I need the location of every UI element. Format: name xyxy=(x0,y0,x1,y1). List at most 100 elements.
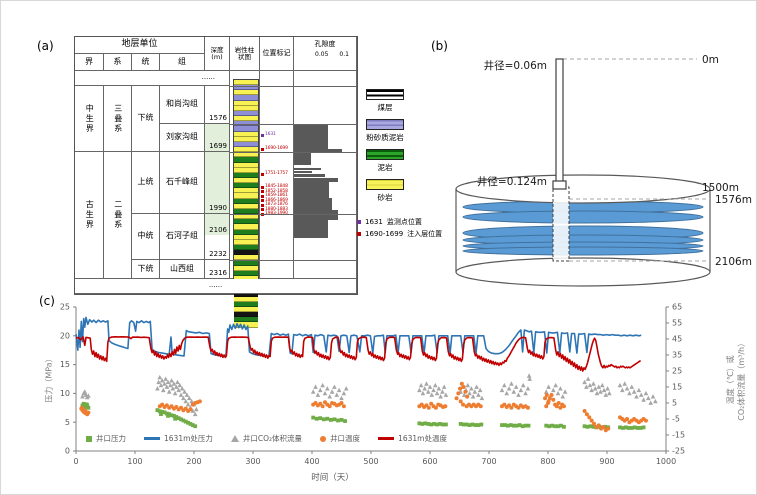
lithology-legend-item: 砂岩 xyxy=(353,179,417,203)
scatter-point xyxy=(422,386,427,391)
table-header-porosity: 孔隙度 0.05 0.1 xyxy=(294,37,357,71)
marker-depth-label: 1845-1848 xyxy=(265,184,288,189)
scatter-point xyxy=(518,387,524,393)
right-axis-title-line2: CO₂体积流量（m³/h） xyxy=(737,338,746,421)
lithology-band xyxy=(234,312,258,318)
cell-depth-1699: 1699 xyxy=(205,124,230,152)
porosity-bar xyxy=(294,220,328,238)
scatter-point xyxy=(336,418,340,423)
lithology-band xyxy=(234,296,258,302)
scatter-point xyxy=(555,390,561,396)
scatter-point xyxy=(197,399,202,404)
cell-erathem-mesozoic: 中生界 xyxy=(75,86,104,152)
scatter-point xyxy=(588,424,593,429)
scatter-point xyxy=(505,423,510,428)
scatter-point xyxy=(179,417,183,422)
scatter-point xyxy=(332,417,337,422)
boundary-line xyxy=(230,152,357,153)
scatter-point xyxy=(86,393,91,398)
scatter-point xyxy=(157,374,163,380)
cell-erathem-paleozoic: 古生界 xyxy=(75,152,104,279)
scatter-point xyxy=(192,411,198,417)
scatter-point xyxy=(417,421,422,426)
chart-legend-label: 1631m处温度 xyxy=(398,434,447,443)
silty-mudstone-swatch xyxy=(366,119,404,130)
scatter-point xyxy=(425,389,431,394)
scatter-point xyxy=(341,404,346,409)
cell-fm-shanxi: 山西组 xyxy=(160,260,205,279)
scatter-point xyxy=(182,389,187,394)
scatter-point xyxy=(467,423,472,427)
porosity-title: 孔隙度 xyxy=(314,40,336,48)
marker-bullet xyxy=(261,208,264,212)
scatter-point xyxy=(504,390,509,396)
scatter-point xyxy=(79,405,84,410)
x-tick-label: 400 xyxy=(304,457,319,466)
scatter-point xyxy=(156,379,161,385)
lithology-legend-item: 煤层 xyxy=(353,89,417,113)
position-marker: 1859-1861 xyxy=(261,193,288,199)
scatter-point xyxy=(172,390,178,396)
marker-legend-row: 1690-1699 注入层位置 xyxy=(357,229,442,239)
stratigraphy-table: 地层单位 深度(m) 岩性柱状图 位置标记 孔隙度 0.05 0.1 界 系 统… xyxy=(74,36,358,328)
scatter-point xyxy=(175,379,180,385)
scatter-point xyxy=(544,404,549,409)
scatter-point xyxy=(473,423,478,427)
scatter-point xyxy=(509,405,514,410)
scatter-point xyxy=(169,413,174,418)
scatter-point xyxy=(429,392,435,397)
scatter-point xyxy=(314,416,319,421)
scatter-point xyxy=(547,396,552,401)
panel-c-label: (c) xyxy=(39,294,55,308)
legend-description: 监测点位置 xyxy=(386,218,422,226)
lithology-band xyxy=(234,214,258,220)
ellipsis-row-bottom: ...... xyxy=(75,279,357,294)
lithology-band xyxy=(234,229,258,235)
scatter-point xyxy=(83,409,88,413)
legend-marker-circle xyxy=(320,435,327,442)
scatter-point xyxy=(594,390,600,396)
scatter-point xyxy=(193,424,198,429)
scatter-point xyxy=(440,389,445,394)
scatter-point xyxy=(181,395,186,401)
scatter-point xyxy=(339,417,344,422)
scatter-point xyxy=(624,386,630,391)
scatter-point xyxy=(418,382,424,388)
boundary-line xyxy=(230,124,357,125)
scatter-point xyxy=(433,405,438,410)
scatter-point xyxy=(479,422,484,427)
chart-legend-label: 井口温度 xyxy=(330,434,361,443)
position-marker: 1690-1699 xyxy=(261,146,288,152)
scatter-point xyxy=(621,426,625,430)
table-header-depth: 深度(m) xyxy=(205,37,230,71)
y-right-tick-label: 45 xyxy=(672,335,682,344)
marker-depth-label: 1880-1883 xyxy=(265,206,288,212)
scatter-point xyxy=(607,390,612,396)
scatter-point xyxy=(517,423,522,427)
cell-depth-2106-2232: 2106 2232 xyxy=(205,214,230,260)
lithology-legend-label: 泥岩 xyxy=(377,163,393,172)
storage-layer-disk xyxy=(462,246,704,256)
lithology-band xyxy=(234,105,258,111)
porosity-bar xyxy=(294,168,322,170)
scatter-point xyxy=(161,387,166,393)
scatter-point xyxy=(434,390,440,396)
x-tick-label: 200 xyxy=(186,457,201,466)
scatter-point xyxy=(546,401,550,405)
cell-series-lower-permian: 下统 xyxy=(132,260,160,279)
lithology-band xyxy=(234,167,258,173)
scatter-point xyxy=(625,417,630,421)
scatter-point xyxy=(334,392,340,397)
scatter-point xyxy=(325,416,330,421)
scatter-point xyxy=(339,395,344,401)
x-tick-label: 100 xyxy=(127,457,142,466)
scatter-point xyxy=(632,425,637,430)
position-marker: 1880-1883 xyxy=(261,206,288,213)
chart-legend-item: 1631m处压力 xyxy=(144,433,213,444)
scatter-point xyxy=(650,394,656,399)
scatter-point xyxy=(438,422,442,426)
scatter-point xyxy=(559,423,563,428)
porosity-bar xyxy=(294,182,330,198)
scatter-point xyxy=(629,426,634,430)
